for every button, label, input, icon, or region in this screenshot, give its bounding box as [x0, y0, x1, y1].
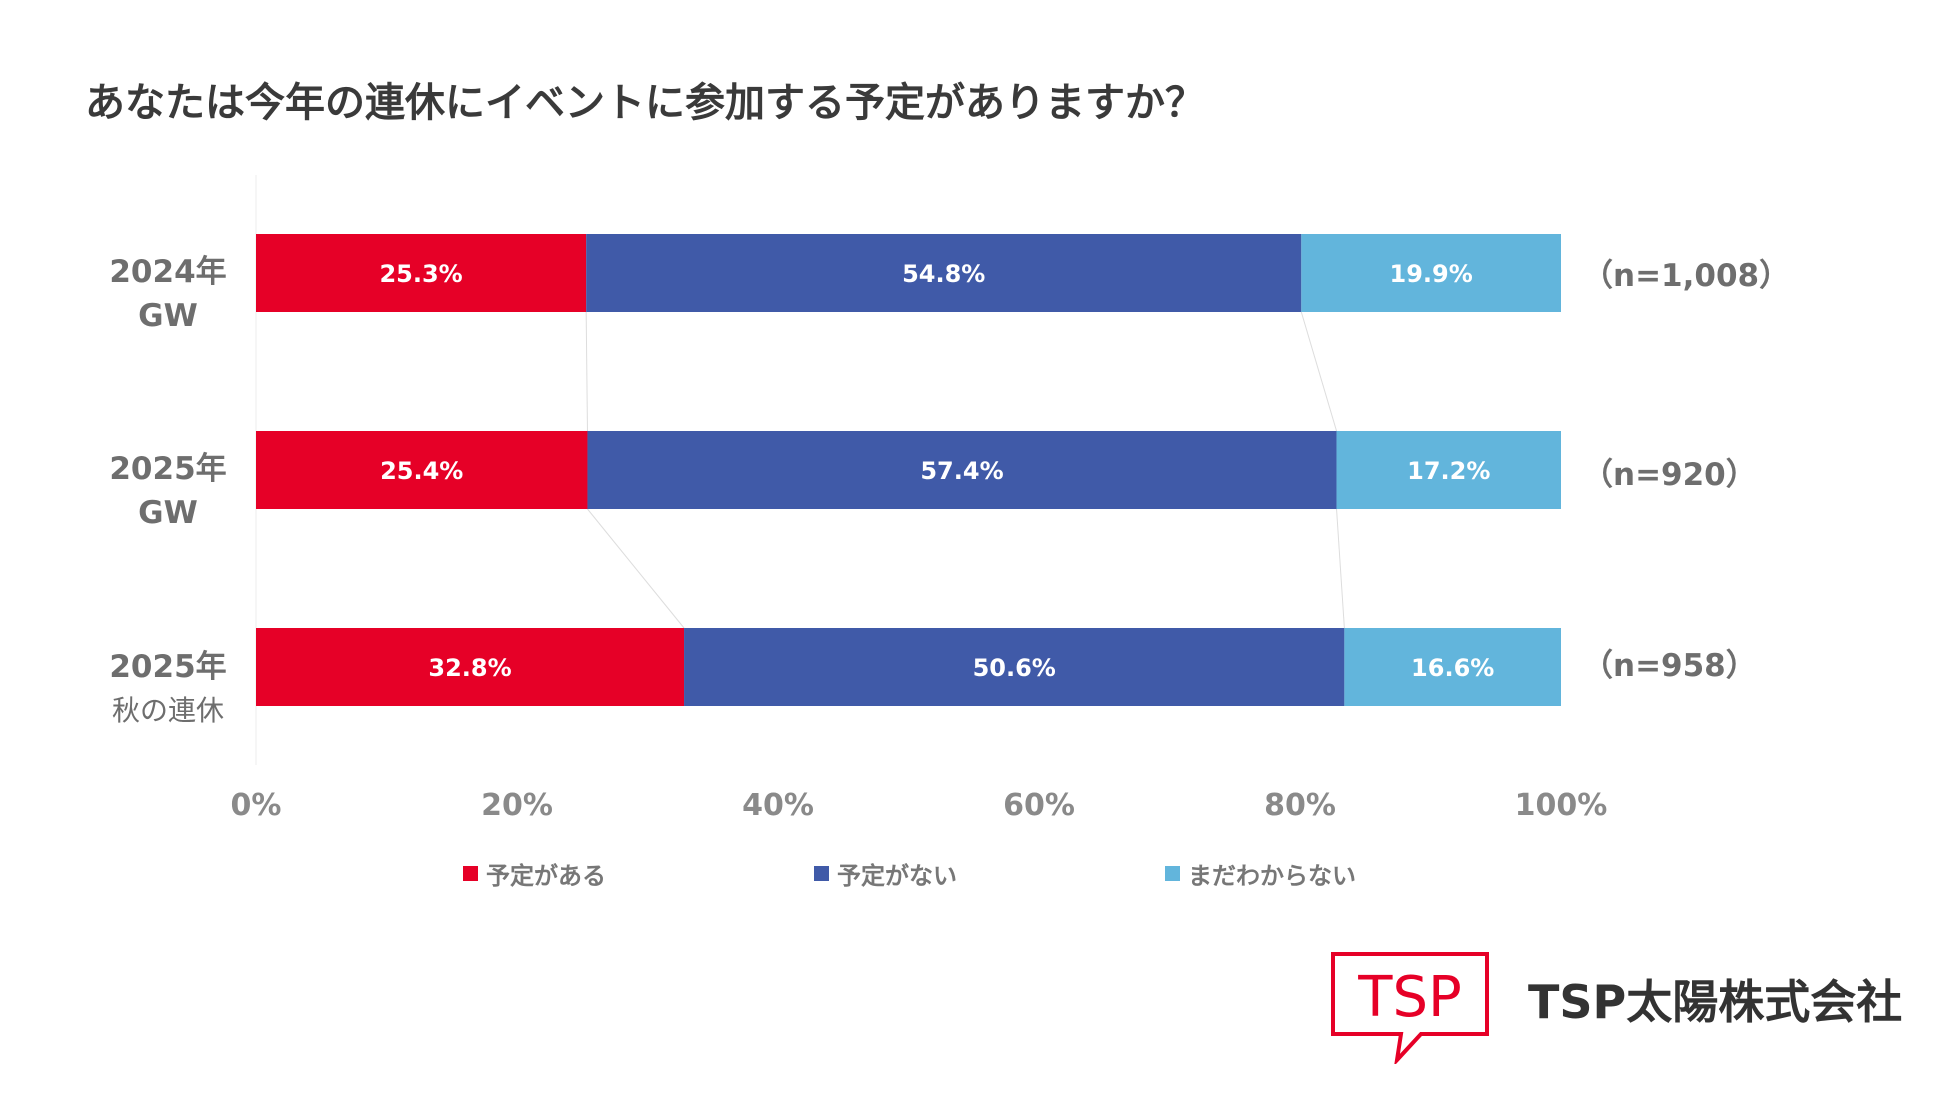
bar-segment — [684, 628, 1345, 706]
bar-segment — [586, 234, 1302, 312]
legend-swatch — [1165, 866, 1180, 881]
category-label-line1: 2024年 — [109, 254, 227, 290]
x-tick-label: 20% — [481, 788, 553, 823]
connector-line — [1336, 508, 1345, 629]
legend-item: まだわからない — [1165, 856, 1356, 891]
legend-label: 予定がない — [837, 862, 957, 890]
bar-segment — [1336, 431, 1561, 509]
data-label: 25.3% — [379, 260, 462, 288]
bar-segment — [1344, 628, 1561, 706]
legend-item: 予定がない — [814, 856, 957, 891]
bar-segment — [256, 234, 587, 312]
category-label: 2024年 GW — [68, 250, 268, 338]
legend-label: まだわからない — [1188, 862, 1356, 890]
chart-title: あなたは今年の連休にイベントに参加する予定がありますか？ — [85, 80, 1205, 126]
tsp-logo-icon: TSP — [1331, 952, 1489, 1064]
sample-size: （n=958） — [1582, 648, 1757, 684]
legend-label: 予定がある — [486, 862, 606, 890]
connector-line — [587, 508, 685, 629]
category-label: 2025年秋の連休 — [68, 645, 268, 733]
bar-segment — [256, 431, 588, 509]
legend-item: 予定がある — [463, 856, 606, 891]
connector-line — [1300, 311, 1338, 432]
data-label: 19.9% — [1390, 260, 1473, 288]
bar-segment — [256, 628, 685, 706]
x-tick-label: 0% — [230, 788, 282, 823]
legend-swatch — [814, 866, 829, 881]
legend-swatch — [463, 866, 478, 881]
sample-size: （n=1,008） — [1582, 258, 1791, 294]
bar-segment — [587, 431, 1337, 509]
category-label-line2: 秋の連休 — [111, 694, 224, 727]
x-tick-label: 80% — [1264, 788, 1336, 823]
data-label: 25.4% — [380, 457, 463, 485]
data-label: 17.2% — [1407, 457, 1490, 485]
data-label: 57.4% — [920, 457, 1003, 485]
svg-text:TSP: TSP — [1357, 965, 1462, 1030]
sample-size: （n=920） — [1582, 457, 1757, 493]
data-label: 32.8% — [428, 654, 511, 682]
category-label-line1: 2025年 — [109, 649, 227, 685]
category-label-line2: GW — [138, 495, 198, 531]
category-label-line2: GW — [138, 298, 198, 334]
connector-line — [585, 311, 588, 432]
category-label-line1: 2025年 — [109, 451, 227, 487]
x-tick-label: 60% — [1003, 788, 1075, 823]
bar-segment — [1301, 234, 1561, 312]
category-label: 2025年 GW — [68, 447, 268, 535]
x-tick-label: 40% — [742, 788, 814, 823]
x-tick-label: 100% — [1514, 788, 1608, 823]
company-name: TSP太陽株式会社 — [1528, 975, 1903, 1029]
data-label: 54.8% — [902, 260, 985, 288]
data-label: 16.6% — [1411, 654, 1494, 682]
data-label: 50.6% — [973, 654, 1056, 682]
